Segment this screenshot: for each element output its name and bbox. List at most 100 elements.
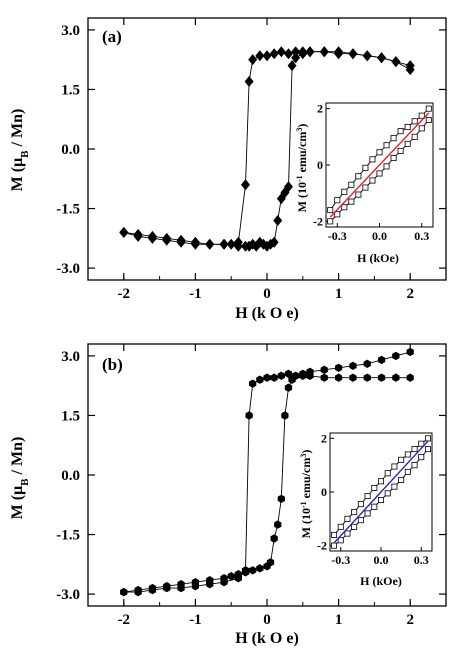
panel-a-series-2-point xyxy=(244,76,254,88)
panel-b-x-tick-label: 1 xyxy=(335,612,343,628)
panel-a-inset-ylabel: M (10-1 emu/cm3) xyxy=(295,124,310,213)
panel-a-inset-point xyxy=(334,211,341,218)
panel-a-x-tick-label: 0 xyxy=(263,286,271,302)
panel-a-inset: -0.3 0.0 0.3 2 0 -2 H (kOe) M (10-1 emu/cm3) xyxy=(295,102,434,265)
panel-b-series-1-point xyxy=(335,363,343,372)
panel-b-inset-point xyxy=(351,509,358,516)
panel-a-inset-point xyxy=(341,204,348,211)
panel-b-series-2-point xyxy=(234,574,242,583)
panel-b-series-1-point xyxy=(349,361,357,370)
panel-b-series-2-point xyxy=(320,373,328,382)
panel-a-inset-point xyxy=(355,173,362,180)
panel-b-series-1-point xyxy=(227,572,235,581)
panel-b-series xyxy=(120,347,414,597)
panel-b-series-2-point xyxy=(392,373,400,382)
panel-b-inset-point xyxy=(398,476,405,483)
panel-b-y-tick-label: 1.5 xyxy=(61,408,80,424)
panel-b-series-1-point xyxy=(281,411,289,420)
panel-a-series-2-point xyxy=(205,238,215,250)
panel-a-series-2-point xyxy=(248,54,258,66)
panel-a-y-tick-label: -3.0 xyxy=(56,261,80,277)
panel-b-inset-data: -0.3 0.0 0.3 2 0 -2 xyxy=(317,431,431,567)
panel-b-series-1-point xyxy=(320,365,328,374)
panel-b-series-1-point xyxy=(284,383,293,392)
panel-a-series-2-point xyxy=(147,230,157,242)
panel-b-series-2-point xyxy=(256,375,264,384)
panel-a-series-2-point xyxy=(298,46,308,58)
panel-a-inset-point xyxy=(348,181,355,188)
panel-b-inset-point xyxy=(418,454,425,461)
panel-a-inset-point xyxy=(334,197,341,204)
panel-a-inset-point xyxy=(411,133,418,140)
panel-a-y-ticks: 3.0 1.5 0.0 -1.5 -3.0 xyxy=(56,23,446,277)
panel-a-series-2-point xyxy=(133,228,143,240)
panel-a-series-2-point xyxy=(348,48,358,60)
panel-a-inset-y-tick-label: 0 xyxy=(317,158,323,172)
panel-a-inset-point xyxy=(369,177,376,184)
panel-b-inset-point xyxy=(337,523,344,530)
panel-a-inset-y-tick-label: -2 xyxy=(313,214,323,228)
panel-b-series-2-point xyxy=(306,371,314,380)
panel-a-y-tick-label: -1.5 xyxy=(56,202,80,218)
panel-a-x-tick-label: 1 xyxy=(335,286,343,302)
panel-a-series xyxy=(119,46,415,252)
panel-b-series-2-point xyxy=(220,578,228,587)
panel-a-inset-point xyxy=(411,118,418,125)
panel-a-series-2-point xyxy=(190,236,200,248)
panel-b-series-1-point xyxy=(270,534,278,543)
panel-b-ylabel: M (μB / Mn) xyxy=(9,437,31,520)
panel-b-inset-x-tick-label: 0.0 xyxy=(374,553,389,567)
panel-b-inset-point xyxy=(377,478,384,485)
panel-b-inset-point xyxy=(357,501,364,508)
panel-b-y-tick-label: -1.5 xyxy=(56,528,80,544)
panel-b-series-2-point xyxy=(335,373,343,382)
panel-b-series-2-point xyxy=(377,373,386,382)
panel-b-inset-fit-line xyxy=(333,440,429,544)
panel-a-series-1-point xyxy=(287,60,297,72)
panel-b-series-2-point xyxy=(284,369,293,378)
panel-a: (a) H (k O e) M (μB / Mn) -2 -1 0 1 2 3.0 1.5… xyxy=(9,17,447,322)
panel-b-x-tick-label: 0 xyxy=(263,612,271,628)
panel-a-label: (a) xyxy=(102,27,122,46)
panel-a-inset-x-tick-label: 0.0 xyxy=(372,229,387,243)
panel-a-inset-point xyxy=(418,112,425,119)
panel-b-label: (b) xyxy=(102,355,123,374)
panel-a-inset-point xyxy=(376,149,383,156)
panel-a-inset-point xyxy=(327,207,334,214)
panel-b-inset: -0.3 0.0 0.3 2 0 -2 H (kOe) M (10-1 emu/cm3) xyxy=(299,431,433,588)
panel-b-series-2-point xyxy=(134,587,142,597)
panel-b-series-2-point xyxy=(191,582,199,591)
panel-a-inset-point xyxy=(383,142,390,149)
panel-b-series-1-point xyxy=(249,566,257,575)
panel-b-series-2-point xyxy=(406,373,414,382)
panel-b-x-tick-label: -1 xyxy=(189,612,202,628)
panel-b-series-2-point xyxy=(349,373,357,382)
panel-a-y-tick-label: 3.0 xyxy=(61,23,80,39)
panel-a-inset-data: -0.3 0.0 0.3 2 0 -2 xyxy=(313,102,432,243)
panel-a-series-2-point xyxy=(276,46,286,58)
panel-b-inset-y-tick-label: 0 xyxy=(321,485,327,499)
panel-a-series-2-point xyxy=(255,50,265,62)
panel-a-x-ticks: -2 -1 0 1 2 xyxy=(87,18,447,302)
panel-b-x-tick-label: -2 xyxy=(118,612,131,628)
panel-a-series-2-point xyxy=(305,46,315,58)
panel-b-inset-point xyxy=(384,470,391,477)
panel-a-series-1-point xyxy=(269,236,279,248)
panel-b-inset-point xyxy=(424,435,431,442)
panel-b-series-2-point xyxy=(206,580,214,589)
panel-a-series-2-point xyxy=(377,52,387,64)
panel-b-inset-point xyxy=(371,484,378,491)
panel-a-inset-fit-line xyxy=(329,112,430,218)
panel-b-inset-point xyxy=(337,537,344,544)
panel-a-series-2-point xyxy=(391,56,401,68)
panel-b-series-1-point xyxy=(363,359,371,368)
panel-a-inset-xlabel: H (kOe) xyxy=(357,251,399,265)
panel-a-inset-x-tick-label: 0.3 xyxy=(414,229,429,243)
panel-b-inset-point xyxy=(424,446,431,453)
panel-b-inset-ylabel: M (10-1 emu/cm3) xyxy=(299,450,314,539)
panel-b-xlabel: H (k O e) xyxy=(235,630,299,647)
panel-a-series-2-point xyxy=(291,46,301,58)
panel-b-series-2-point xyxy=(148,585,157,595)
panel-b-inset-point xyxy=(344,530,351,537)
panel-a-inset-point xyxy=(376,170,383,177)
